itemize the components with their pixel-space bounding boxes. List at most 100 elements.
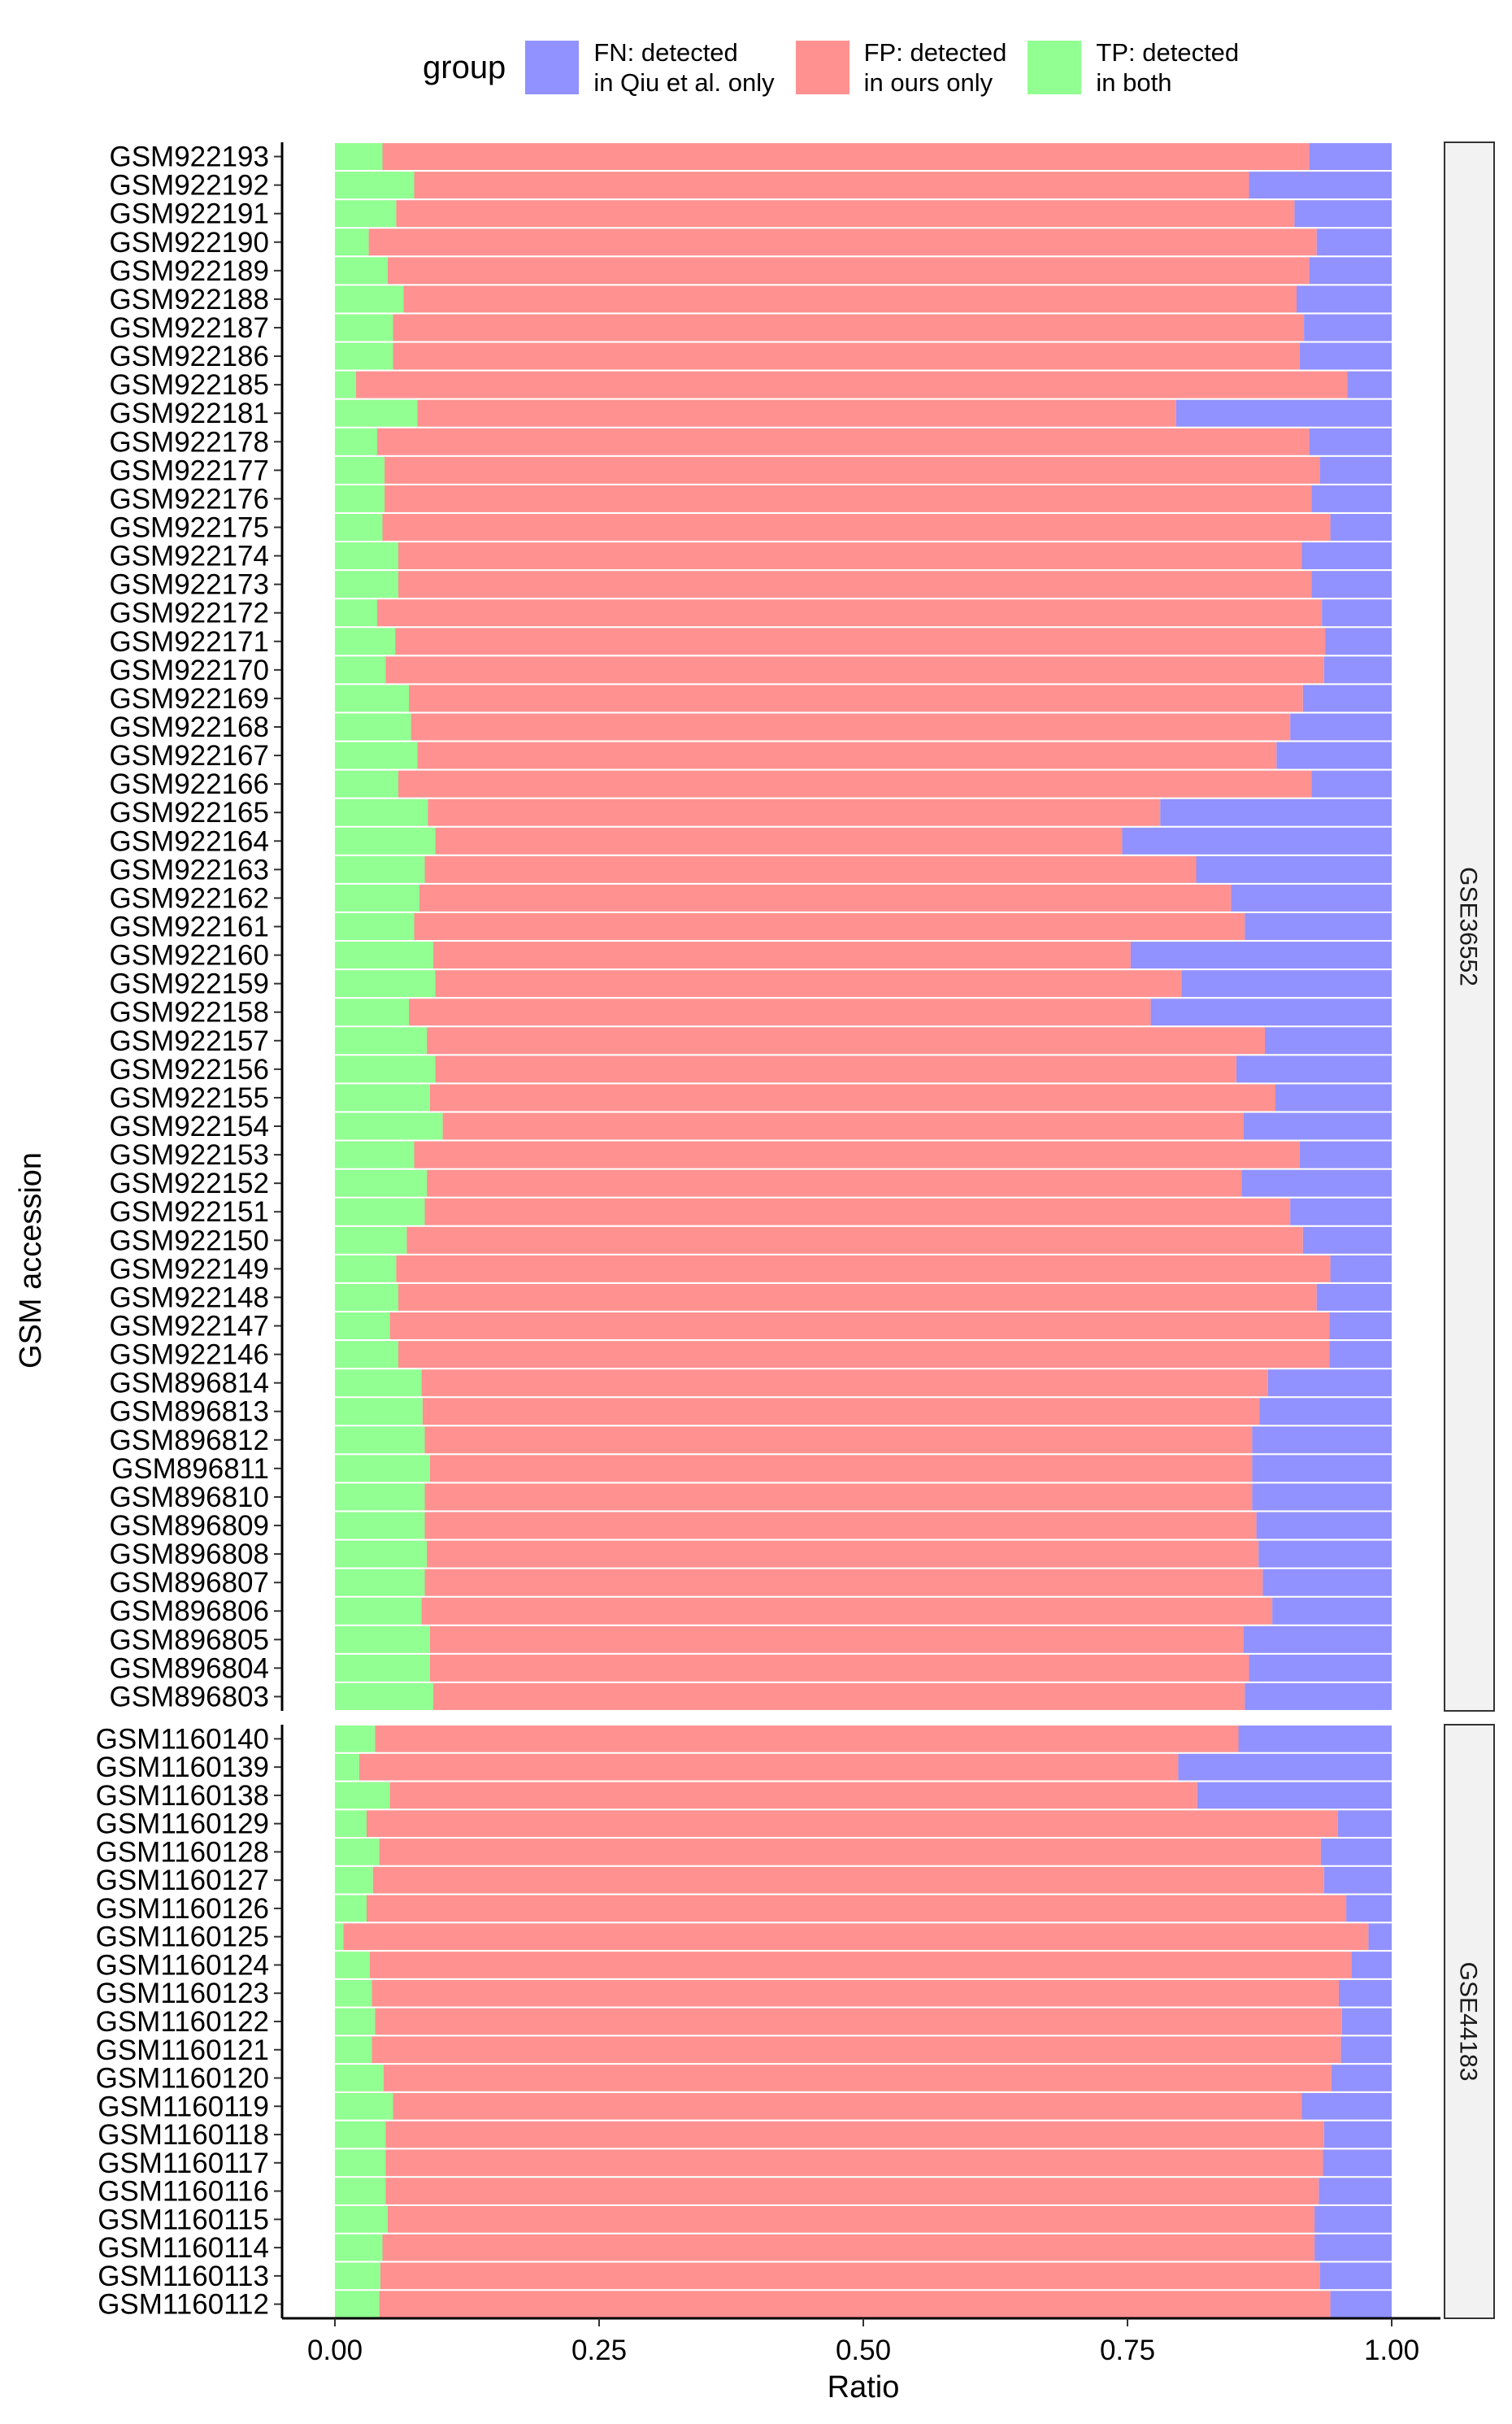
y-tick-label: GSM1160126: [96, 1893, 269, 1925]
bar-fp-gsm896807: [424, 1569, 1263, 1596]
bar-tp-gsm922188: [335, 285, 404, 313]
bar-fn-gsm922175: [1330, 514, 1392, 541]
bar-tp-gsm1160138: [335, 1782, 390, 1809]
y-tick-label: GSM1160116: [98, 2176, 269, 2208]
legend-label-fp: FP: detected in ours only: [863, 38, 1007, 97]
bar-tp-gsm922167: [335, 742, 418, 769]
bar-fn-gsm896809: [1256, 1512, 1392, 1539]
bar-fp-gsm1160121: [371, 2036, 1341, 2064]
x-tick-label: 0.00: [307, 2335, 363, 2366]
bar-fp-gsm922174: [398, 542, 1302, 570]
y-tick-label: GSM922186: [109, 341, 269, 372]
bar-fp-gsm896805: [430, 1625, 1244, 1653]
bar-tp-gsm896807: [335, 1569, 425, 1596]
bar-tp-gsm922190: [335, 228, 369, 256]
y-tick-label: GSM922181: [109, 398, 269, 429]
y-tick-label: GSM922156: [109, 1054, 269, 1086]
bar-tp-gsm922177: [335, 456, 385, 484]
bar-fp-gsm922172: [377, 599, 1323, 627]
bar-fn-gsm922172: [1322, 599, 1392, 627]
bar-tp-gsm1160112: [335, 2291, 380, 2317]
y-tick-label: GSM1160127: [96, 1865, 269, 1896]
bar-tp-gsm1160120: [335, 2065, 384, 2091]
bar-tp-gsm922161: [335, 913, 415, 940]
legend-title: group: [423, 49, 506, 85]
bar-tp-gsm922169: [335, 685, 409, 712]
bar-fp-gsm922151: [424, 1198, 1291, 1225]
bar-fn-gsm922169: [1302, 685, 1392, 712]
bar-fn-gsm1160129: [1337, 1810, 1392, 1838]
bar-fn-gsm922192: [1249, 172, 1392, 199]
bar-fn-gsm922148: [1316, 1283, 1392, 1311]
bar-fn-gsm1160112: [1330, 2291, 1392, 2317]
y-tick-label: GSM922172: [109, 598, 269, 629]
y-tick-label: GSM896813: [109, 1396, 269, 1428]
bar-fn-gsm922174: [1301, 542, 1392, 570]
y-tick-label: GSM922165: [109, 797, 269, 829]
bar-tp-gsm922151: [335, 1198, 425, 1225]
bar-fp-gsm922164: [435, 827, 1123, 855]
bar-fp-gsm922149: [396, 1255, 1331, 1282]
bar-fp-gsm922176: [385, 485, 1312, 512]
bar-tp-gsm1160113: [335, 2262, 380, 2290]
bar-fn-gsm922168: [1290, 713, 1392, 741]
bar-fp-gsm896803: [432, 1682, 1245, 1710]
bar-tp-gsm1160119: [335, 2092, 393, 2120]
y-tick-label: GSM922151: [109, 1196, 269, 1228]
y-tick-label: GSM922193: [109, 141, 269, 173]
legend: group FN: detected in Qiu et al. only FP…: [423, 31, 1260, 104]
y-tick-label: GSM922175: [109, 511, 269, 543]
y-tick-label: GSM896805: [109, 1624, 269, 1656]
y-tick-label: GSM1160119: [98, 2091, 269, 2122]
bar-fn-gsm896806: [1272, 1597, 1392, 1625]
legend-item-fn: FN: detected in Qiu et al. only: [525, 37, 775, 98]
bar-fp-gsm922156: [435, 1055, 1236, 1083]
bar-fn-gsm922190: [1316, 228, 1392, 256]
bar-fp-gsm1160116: [385, 2178, 1319, 2204]
y-tick-label: GSM922174: [109, 541, 269, 572]
bar-fn-gsm1160126: [1346, 1895, 1392, 1922]
y-tick-label: GSM922163: [109, 854, 269, 886]
legend-label-tp: TP: detected in both: [1096, 38, 1240, 97]
bar-fn-gsm1160122: [1341, 2008, 1392, 2035]
bar-fp-gsm1160128: [379, 1839, 1321, 1865]
bar-fp-gsm922146: [398, 1341, 1330, 1369]
bar-fp-gsm922168: [411, 713, 1291, 741]
bar-fp-gsm1160125: [343, 1923, 1369, 1951]
bar-tp-gsm922157: [335, 1027, 428, 1055]
bar-fp-gsm922153: [414, 1141, 1300, 1168]
y-tick-label: GSM922178: [109, 426, 269, 458]
y-tick-label: GSM896811: [111, 1453, 269, 1485]
bar-tp-gsm922171: [335, 628, 396, 655]
bar-tp-gsm896811: [335, 1455, 430, 1482]
bar-fp-gsm896810: [424, 1483, 1253, 1511]
bar-fn-gsm896805: [1244, 1625, 1392, 1653]
bar-fn-gsm1160125: [1368, 1923, 1392, 1951]
y-tick-label: GSM922153: [109, 1139, 269, 1171]
bar-fp-gsm922181: [417, 399, 1176, 427]
panel-2: GSM1160140GSM1160139GSM1160138GSM1160129…: [96, 1723, 1495, 2321]
bar-fn-gsm922167: [1276, 742, 1392, 769]
bar-fp-gsm922170: [385, 656, 1324, 684]
bar-tp-gsm922187: [335, 314, 393, 342]
bar-tp-gsm922154: [335, 1112, 443, 1140]
bar-fp-gsm922154: [442, 1112, 1244, 1140]
y-tick-label: GSM922160: [109, 940, 269, 972]
y-tick-label: GSM896808: [109, 1538, 269, 1570]
x-axis: 0.00 0.25 0.50 0.75 1.00: [282, 2317, 1440, 2366]
bar-fp-gsm896813: [422, 1398, 1260, 1425]
bar-fn-gsm922163: [1196, 855, 1392, 883]
bar-fn-gsm922156: [1236, 1055, 1392, 1083]
bar-tp-gsm922158: [335, 999, 409, 1026]
bar-fp-gsm1160140: [375, 1726, 1239, 1752]
bar-fn-gsm1160127: [1323, 1866, 1392, 1894]
bar-fp-gsm896809: [424, 1512, 1257, 1539]
facet-strip: [1444, 141, 1495, 1712]
bar-fn-gsm1160128: [1320, 1839, 1392, 1865]
bar-fp-gsm922193: [382, 143, 1310, 171]
bar-fp-gsm922160: [432, 942, 1131, 969]
bar-fn-gsm896813: [1259, 1398, 1392, 1425]
bar-fp-gsm1160120: [383, 2065, 1332, 2091]
x-tick-label: 0.25: [571, 2335, 627, 2366]
